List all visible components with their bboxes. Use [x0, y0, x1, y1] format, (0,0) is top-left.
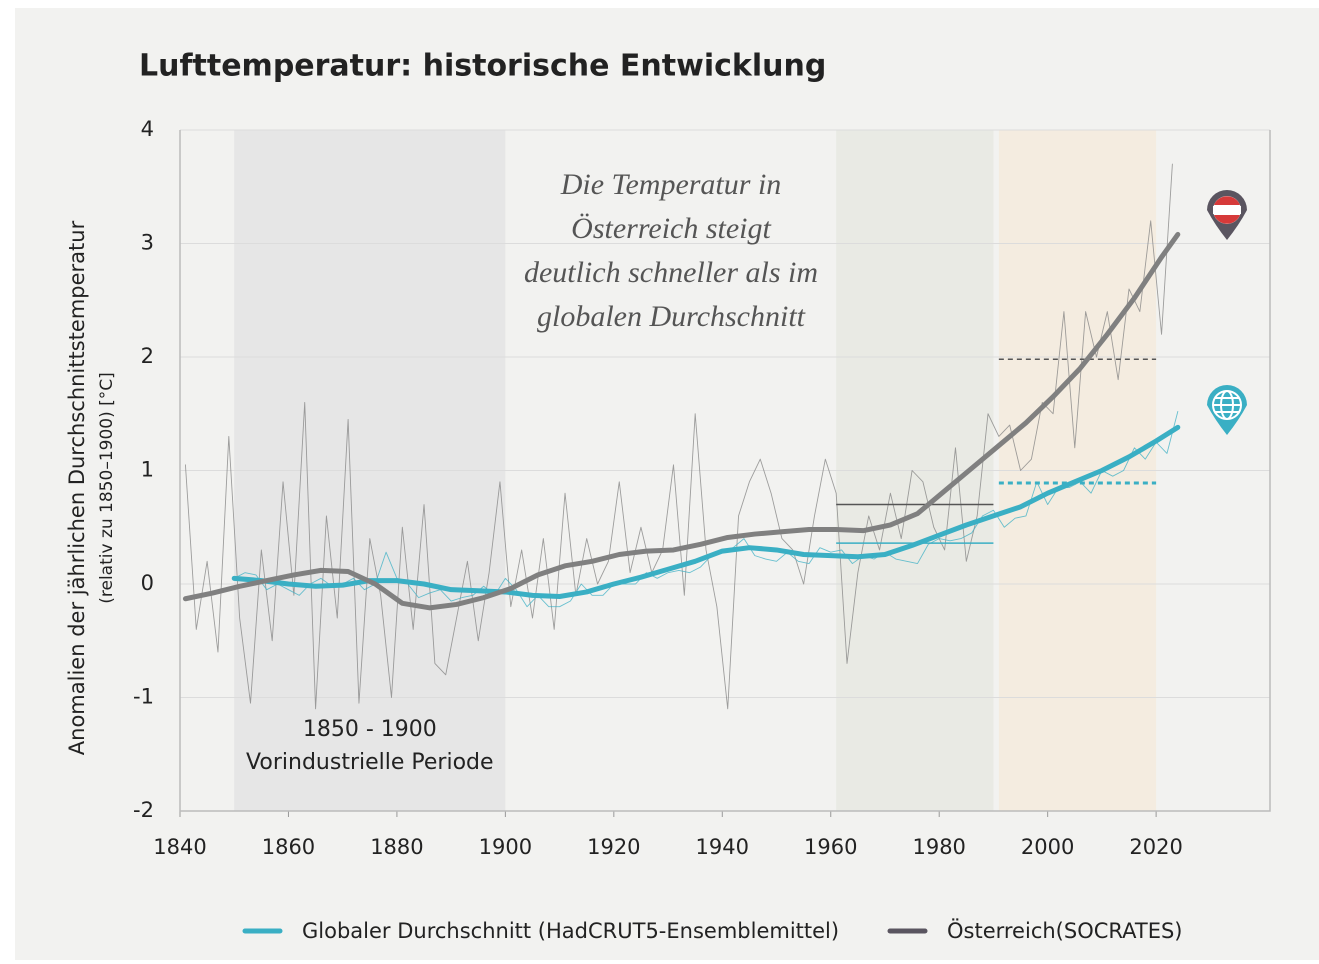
annotation: Österreich steigt	[571, 212, 771, 245]
annual-line	[233, 411, 1179, 608]
chart-title: Lufttemperatur: historische Entwicklung	[139, 49, 826, 84]
annual-line	[184, 163, 1173, 710]
legend-label: Globaler Durchschnitt (HadCRUT5-Ensemble…	[302, 919, 839, 943]
legend-label: Österreich(SOCRATES)	[947, 918, 1182, 943]
smooth-line	[231, 424, 1181, 599]
x-tick-label: 1940	[696, 835, 749, 859]
period-label: Vorindustrielle Periode	[246, 750, 493, 775]
axis-frame	[179, 130, 1271, 812]
period-label: 1850 - 1900	[303, 717, 437, 742]
x-tick-label: 1980	[912, 835, 965, 859]
y-tick-label: -2	[133, 798, 154, 822]
globe-pin	[1207, 385, 1247, 435]
x-tick-label: 2020	[1129, 835, 1182, 859]
annotation: deutlich schneller als im	[524, 256, 818, 289]
smooth-line	[182, 231, 1181, 611]
x-tick-label: 1920	[587, 835, 640, 859]
x-tick-label: 1860	[262, 835, 315, 859]
y-axis-label: Anomalien der jährlichen Durchschnittste…	[65, 220, 89, 755]
y-tick-label: 3	[141, 231, 154, 255]
x-tick-label: 1880	[370, 835, 423, 859]
x-tick-label: 1900	[479, 835, 532, 859]
x-tick-label: 1840	[153, 835, 206, 859]
x-tick-label: 2000	[1021, 835, 1074, 859]
y-tick-label: 0	[141, 571, 154, 595]
y-tick-label: -1	[133, 685, 154, 709]
plot: 1850 - 1900 Vorindustrielle Periode -2 -1 0 1…	[65, 117, 1271, 859]
y-tick-label: 1	[141, 458, 154, 482]
annotation: globalen Durchschnitt	[537, 300, 806, 333]
austria-pin	[1207, 190, 1247, 240]
annotation: Die Temperatur in	[560, 168, 782, 201]
y-axis-label: (relativ zu 1850–1900) [°C]	[97, 372, 117, 604]
y-tick-label: 2	[141, 344, 154, 368]
x-tick-label: 1960	[804, 835, 857, 859]
y-tick-label: 4	[141, 117, 154, 141]
